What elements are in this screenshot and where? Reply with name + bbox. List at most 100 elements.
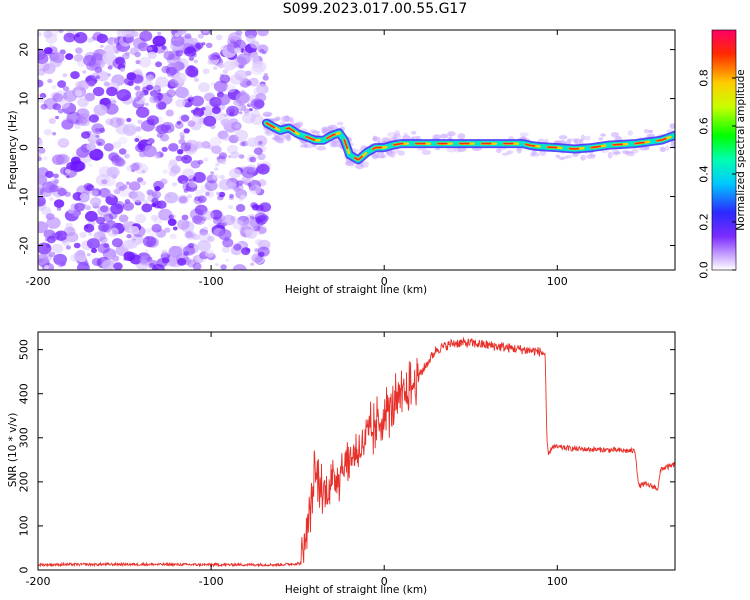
noise-blob bbox=[221, 161, 226, 165]
halo-blob bbox=[519, 132, 529, 137]
noise-blob bbox=[183, 128, 190, 134]
noise-blob bbox=[138, 253, 143, 257]
halo-blob bbox=[610, 132, 619, 138]
noise-blob bbox=[134, 51, 141, 58]
noise-blob bbox=[178, 138, 186, 145]
noise-blob bbox=[122, 221, 133, 230]
noise-blob bbox=[128, 181, 141, 191]
noise-blob bbox=[228, 205, 233, 210]
noise-blob bbox=[195, 189, 203, 197]
noise-blob bbox=[207, 235, 215, 242]
noise-blob bbox=[88, 232, 93, 236]
noise-blob bbox=[146, 140, 152, 145]
halo-blob bbox=[332, 138, 339, 144]
halo-blob bbox=[506, 150, 514, 155]
noise-blob bbox=[163, 51, 175, 61]
halo-blob bbox=[421, 149, 432, 155]
noise-blob bbox=[61, 119, 74, 130]
noise-blob bbox=[188, 56, 194, 61]
noise-blob bbox=[124, 77, 134, 86]
noise-blob bbox=[180, 114, 190, 122]
noise-blob bbox=[230, 151, 240, 159]
noise-blob bbox=[144, 249, 149, 253]
noise-blob bbox=[226, 105, 239, 117]
noise-blob bbox=[155, 101, 167, 110]
noise-blob bbox=[164, 227, 171, 233]
noise-blob bbox=[156, 132, 163, 138]
noise-blob bbox=[243, 219, 258, 232]
noise-blob bbox=[201, 216, 207, 221]
halo-blob bbox=[598, 137, 604, 141]
noise-blob bbox=[254, 255, 265, 264]
noise-blob bbox=[211, 106, 221, 114]
halo-blob bbox=[316, 145, 327, 151]
noise-blob bbox=[97, 205, 111, 217]
noise-blob bbox=[259, 48, 264, 53]
noise-blob bbox=[239, 141, 246, 147]
halo-blob bbox=[566, 138, 572, 145]
noise-blob bbox=[138, 56, 152, 68]
noise-blob bbox=[152, 35, 166, 47]
noise-blob bbox=[218, 191, 226, 198]
noise-blob bbox=[106, 166, 120, 178]
halo-blob bbox=[309, 129, 317, 133]
ridge-peak bbox=[265, 122, 675, 161]
halo-blob bbox=[446, 147, 457, 153]
noise-blob bbox=[175, 86, 189, 99]
noise-blob bbox=[88, 163, 93, 167]
noise-blob bbox=[245, 248, 251, 252]
noise-blob bbox=[168, 245, 183, 258]
noise-blob bbox=[115, 56, 125, 65]
noise-blob bbox=[128, 225, 140, 235]
halo-blob bbox=[558, 135, 568, 140]
halo-blob bbox=[276, 116, 281, 121]
noise-blob bbox=[153, 216, 163, 225]
noise-blob bbox=[202, 30, 209, 34]
noise-blob bbox=[182, 181, 194, 191]
noise-blob bbox=[217, 195, 224, 201]
noise-blob bbox=[221, 245, 231, 253]
noise-blob bbox=[179, 132, 185, 137]
noise-blob bbox=[166, 53, 181, 66]
noise-blob bbox=[191, 115, 201, 123]
noise-blob bbox=[199, 228, 208, 236]
noise-blob bbox=[135, 95, 146, 105]
noise-blob bbox=[239, 228, 251, 238]
colorbar-tick-label: 0.0 bbox=[698, 261, 711, 279]
noise-blob bbox=[95, 138, 106, 147]
colorbar-tick-label: 0.2 bbox=[698, 213, 711, 231]
y-tick-label: -10 bbox=[18, 188, 31, 206]
noise-blob bbox=[238, 111, 243, 115]
halo-blob bbox=[387, 132, 397, 138]
noise-blob bbox=[43, 98, 58, 110]
halo-blob bbox=[624, 150, 634, 154]
noise-blob bbox=[257, 140, 263, 145]
noise-blob bbox=[200, 184, 211, 193]
noise-blob bbox=[165, 109, 174, 117]
noise-blob bbox=[197, 159, 204, 165]
noise-blob bbox=[191, 95, 204, 107]
noise-blob bbox=[67, 208, 75, 214]
noise-blob bbox=[137, 42, 149, 52]
noise-blob bbox=[194, 141, 204, 149]
halo-blob bbox=[588, 153, 596, 157]
noise-blob bbox=[63, 32, 76, 43]
noise-blob bbox=[243, 108, 250, 114]
noise-blob bbox=[38, 53, 49, 65]
noise-blob bbox=[234, 123, 241, 129]
x-tick-label: -100 bbox=[199, 275, 224, 288]
noise-blob bbox=[174, 32, 180, 38]
y-tick-label: 20 bbox=[18, 43, 31, 57]
noise-blob bbox=[79, 193, 89, 201]
noise-blob bbox=[97, 71, 110, 82]
halo-blob bbox=[372, 153, 378, 160]
noise-blob bbox=[91, 257, 102, 266]
halo-blob bbox=[336, 121, 344, 126]
noise-blob bbox=[184, 46, 197, 57]
noise-blob bbox=[254, 212, 267, 223]
noise-blob bbox=[94, 66, 103, 74]
noise-blob bbox=[187, 243, 195, 249]
noise-blob bbox=[105, 193, 110, 197]
noise-blob bbox=[192, 171, 206, 183]
